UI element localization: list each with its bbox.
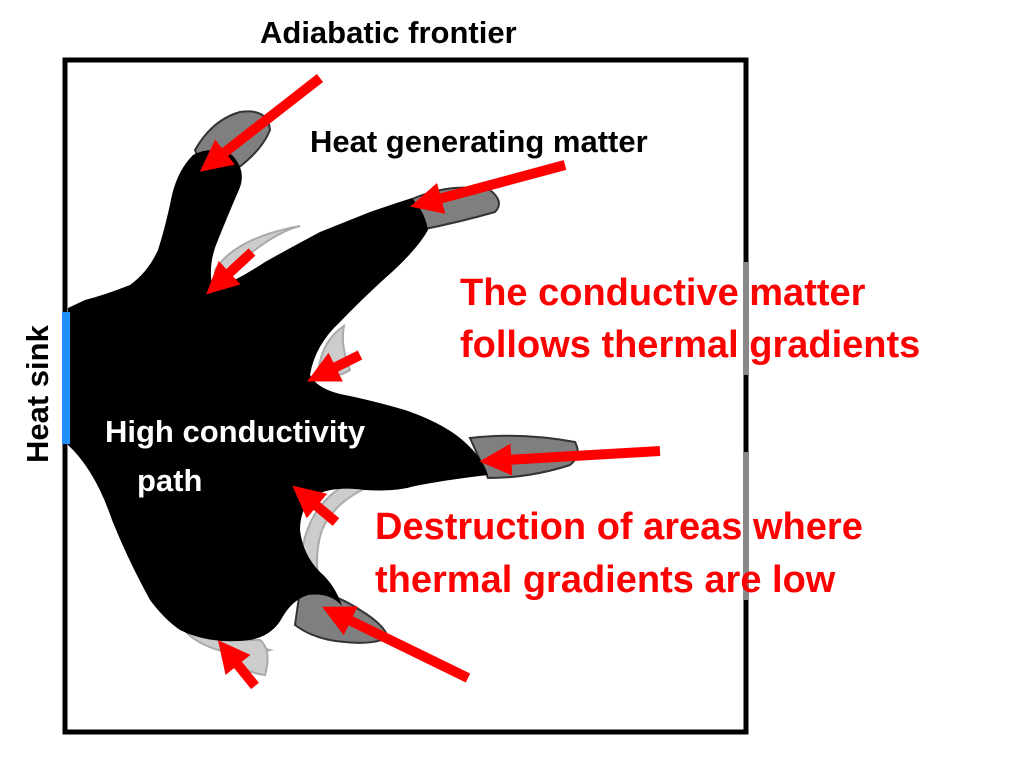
adiabatic-frontier-label: Adiabatic frontier	[260, 15, 517, 50]
gradient-arrows	[199, 74, 661, 690]
conductive-matter-label: The conductive matter	[460, 272, 866, 314]
heat-sink-label: Heat sink	[20, 325, 55, 463]
arrow	[217, 640, 259, 690]
follows-gradients-label: follows thermal gradients	[460, 324, 921, 366]
arrow	[292, 485, 340, 526]
destruction-label: Destruction of areas where	[375, 506, 863, 548]
arrow	[410, 160, 567, 214]
arrow	[307, 350, 363, 382]
arrow	[206, 248, 256, 295]
arrow	[199, 74, 324, 172]
arrow	[321, 606, 471, 683]
path-label: path	[137, 463, 203, 498]
low-gradients-label: thermal gradients are low	[375, 559, 836, 601]
high-conductivity-label: High conductivity	[105, 414, 366, 449]
arrow	[479, 443, 661, 476]
high-conductivity-shape	[68, 150, 488, 642]
heat-generating-matter-label: Heat generating matter	[310, 124, 648, 159]
